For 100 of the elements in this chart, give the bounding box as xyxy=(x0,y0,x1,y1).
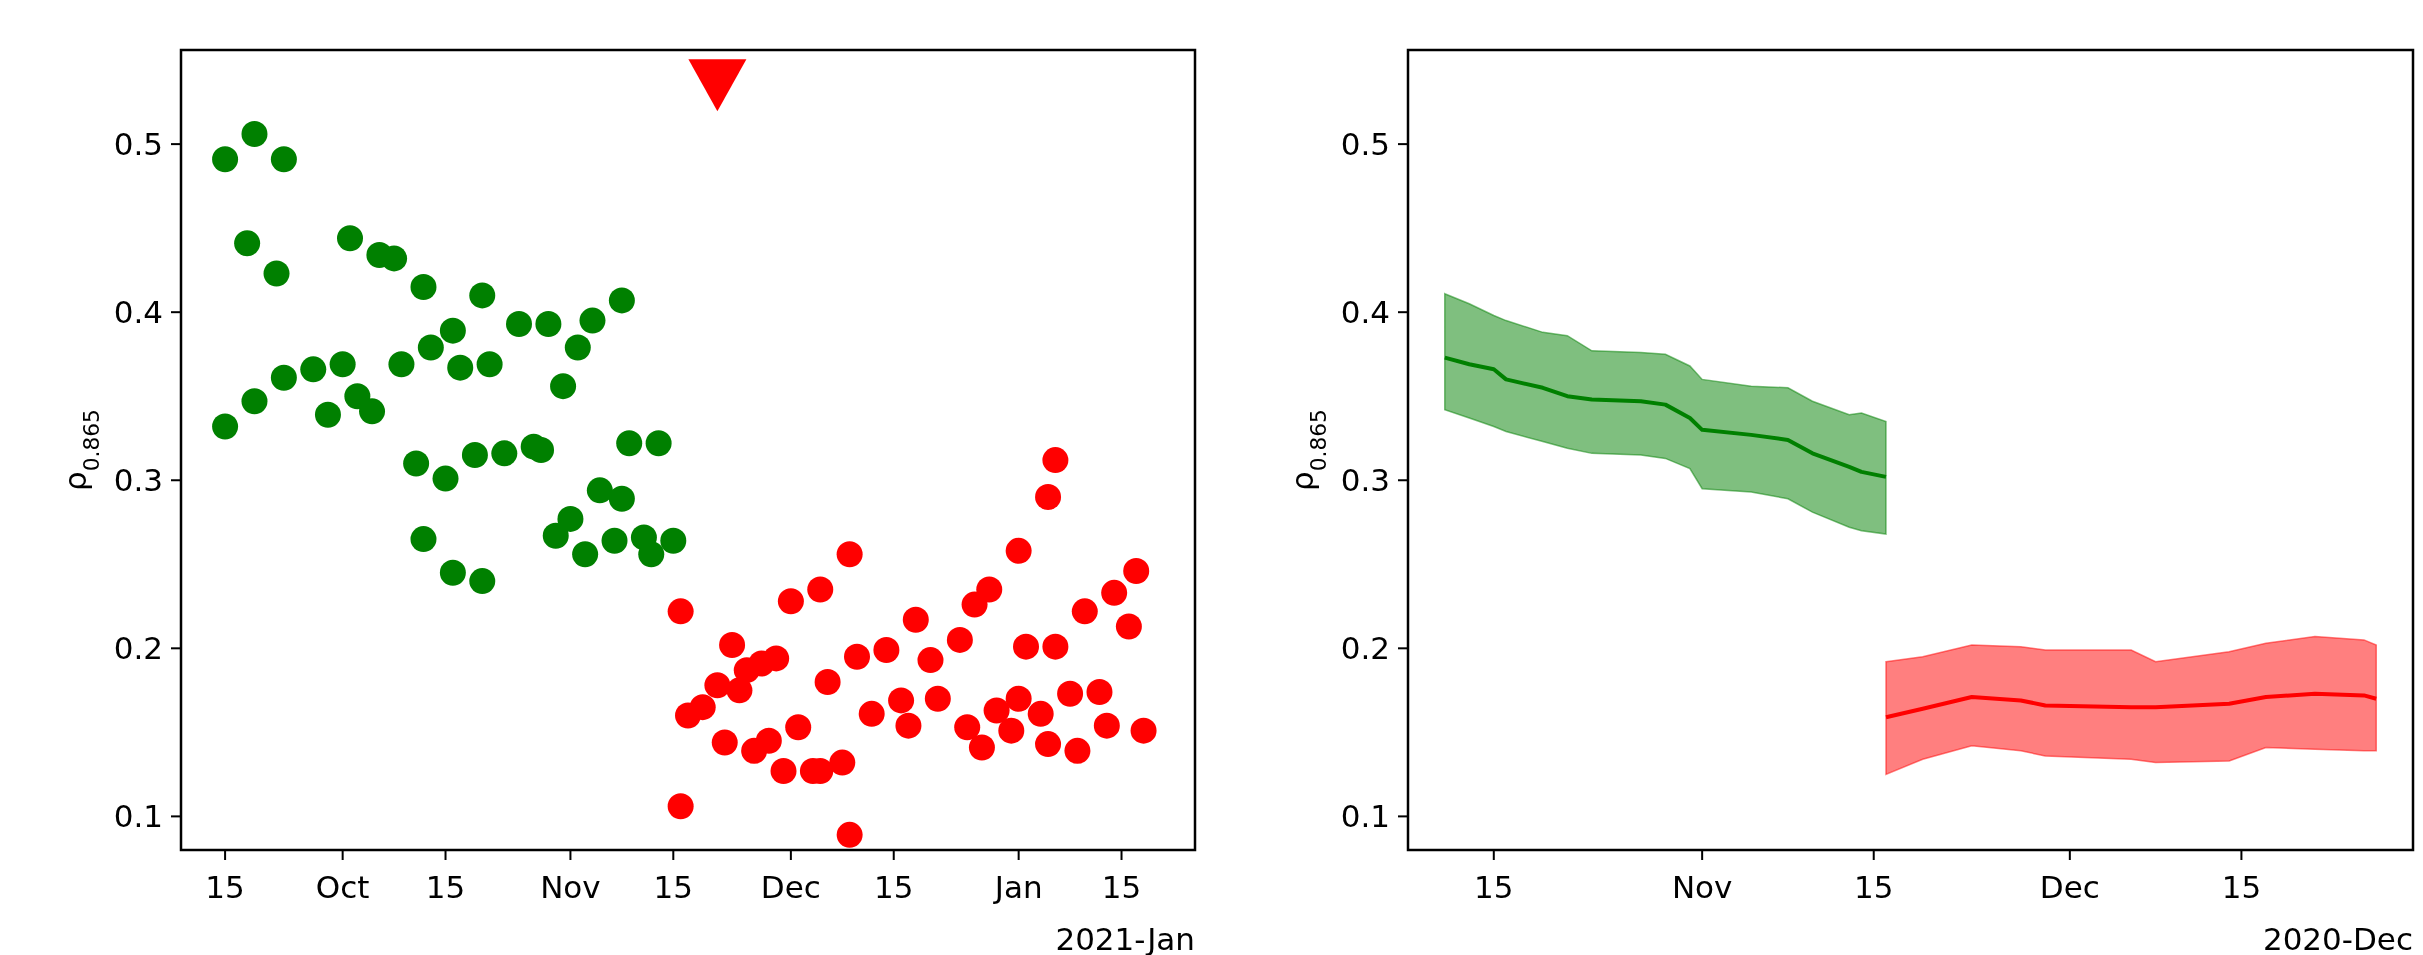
y-tick-label: 0.3 xyxy=(1340,462,1390,499)
point xyxy=(667,793,694,820)
point xyxy=(564,334,591,361)
point xyxy=(1035,731,1062,758)
point xyxy=(976,576,1003,603)
point xyxy=(961,591,988,618)
point xyxy=(689,694,716,721)
point xyxy=(608,287,635,314)
point xyxy=(1086,679,1113,706)
point xyxy=(763,645,790,672)
point xyxy=(234,230,261,257)
point xyxy=(688,59,747,112)
point xyxy=(1071,598,1098,625)
point xyxy=(660,527,687,554)
point xyxy=(711,729,738,756)
point xyxy=(873,637,900,663)
y-tick-label: 0.5 xyxy=(113,125,163,162)
point xyxy=(506,310,532,337)
point xyxy=(586,477,613,504)
point xyxy=(550,373,577,400)
point xyxy=(542,522,569,549)
point xyxy=(1093,712,1120,739)
point xyxy=(777,588,804,615)
x-tick-label: 15 xyxy=(425,869,466,905)
point xyxy=(469,568,496,595)
point xyxy=(888,687,915,714)
x-tick-label: 15 xyxy=(2221,869,2262,905)
y-tick-label: 0.5 xyxy=(1340,125,1390,162)
point xyxy=(329,351,356,378)
point xyxy=(337,225,363,252)
point xyxy=(300,356,327,383)
y-tick-label: 0.1 xyxy=(1340,798,1390,835)
point xyxy=(439,559,466,586)
point xyxy=(461,442,488,469)
x-tick-label: Jan xyxy=(992,869,1043,905)
point xyxy=(572,541,599,568)
point xyxy=(263,260,290,287)
point xyxy=(1035,484,1062,511)
point xyxy=(1013,633,1039,660)
point xyxy=(241,388,268,415)
x-tick-label: 15 xyxy=(1101,869,1142,905)
point xyxy=(241,121,268,148)
point xyxy=(432,465,459,492)
point xyxy=(469,282,496,309)
point xyxy=(829,749,856,776)
x-axis-title: 2020-Dec xyxy=(2262,921,2413,955)
point xyxy=(1005,537,1032,564)
point xyxy=(608,485,635,512)
x-tick-label: Dec xyxy=(760,869,821,905)
x-tick-label: 15 xyxy=(874,869,914,905)
point xyxy=(924,685,951,712)
x-tick-label: 15 xyxy=(1854,869,1894,905)
y-tick-label: 0.4 xyxy=(113,294,163,331)
point xyxy=(491,440,518,467)
point xyxy=(212,146,239,173)
point xyxy=(836,541,863,568)
point xyxy=(645,430,672,457)
point xyxy=(403,450,430,477)
point xyxy=(1130,717,1157,744)
point xyxy=(476,351,503,378)
point xyxy=(917,647,944,674)
point xyxy=(314,401,341,428)
point xyxy=(1115,613,1142,640)
point xyxy=(359,398,386,425)
point xyxy=(447,354,474,381)
y-tick-label: 0.3 xyxy=(113,462,163,499)
point xyxy=(1042,447,1069,474)
point xyxy=(844,643,870,670)
y-tick-label: 0.2 xyxy=(113,630,163,667)
point xyxy=(1005,685,1032,712)
point xyxy=(388,351,415,378)
point xyxy=(1064,737,1091,764)
point xyxy=(344,383,371,410)
point xyxy=(270,364,297,391)
x-tick-label: Nov xyxy=(540,869,601,905)
point xyxy=(785,714,812,741)
point xyxy=(1027,700,1054,727)
y-tick-label: 0.4 xyxy=(1340,294,1390,331)
point xyxy=(1057,680,1084,707)
point xyxy=(1123,558,1150,585)
x-tick-label: 15 xyxy=(653,869,694,905)
y-tick-label: 0.1 xyxy=(113,798,163,835)
y-tick-label: 0.2 xyxy=(1340,630,1390,667)
point xyxy=(895,712,922,739)
point xyxy=(410,273,437,300)
point xyxy=(381,245,408,272)
point xyxy=(270,146,297,173)
point xyxy=(954,714,981,741)
x-tick-label: Dec xyxy=(2039,869,2100,905)
point xyxy=(638,541,665,568)
point xyxy=(212,413,239,440)
point xyxy=(755,727,782,754)
x-tick-label: Nov xyxy=(1671,869,1733,905)
point xyxy=(858,700,885,727)
point xyxy=(410,526,437,553)
point xyxy=(616,430,643,457)
point xyxy=(726,677,753,704)
point xyxy=(579,307,606,334)
point xyxy=(946,626,973,653)
x-tick-label: 15 xyxy=(1474,869,1514,905)
